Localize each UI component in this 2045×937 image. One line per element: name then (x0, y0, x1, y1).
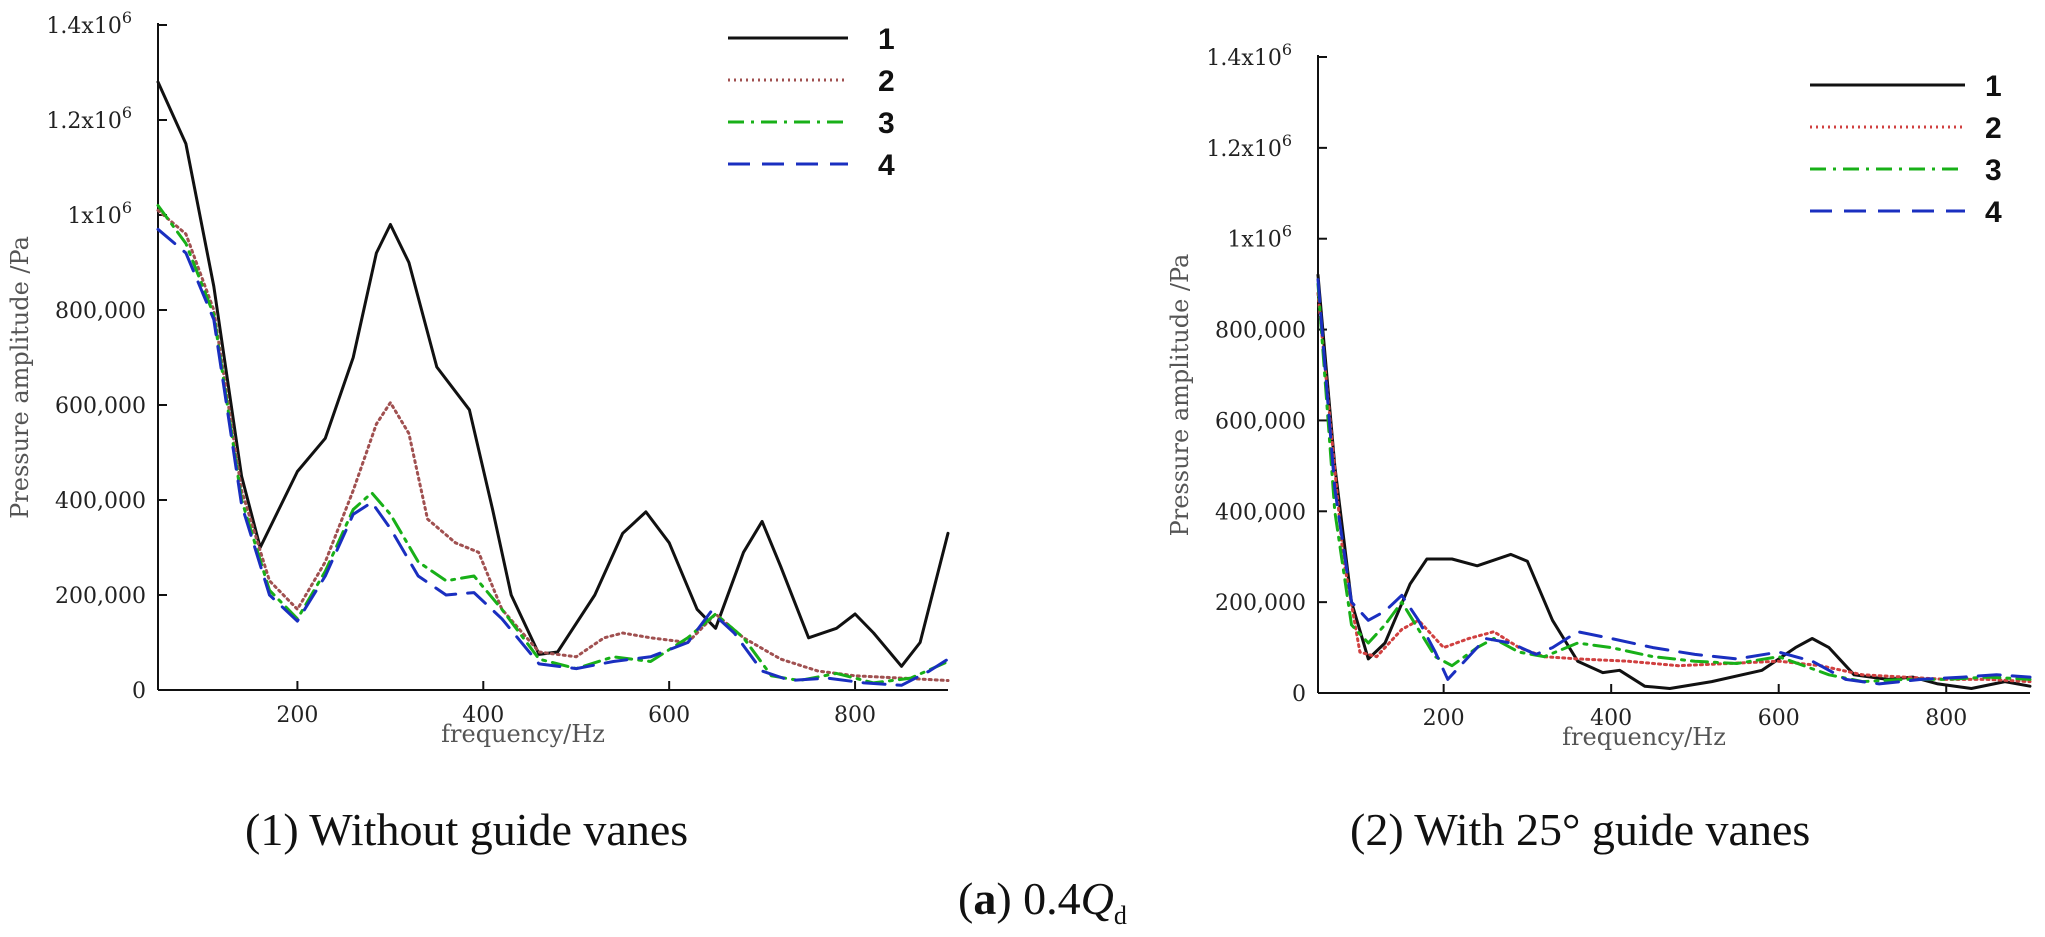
figure-caption: (a) 0.4Qd (958, 873, 1127, 931)
x-tick-label: 200 (276, 703, 318, 728)
legend-label-2: 2 (878, 65, 895, 98)
y-tick-label: 1.4x106 (1206, 40, 1292, 71)
y-tick-label: 200,000 (1215, 591, 1306, 616)
legend-label-3: 3 (878, 107, 895, 140)
legend-label-4: 4 (1985, 196, 2002, 229)
y-tick-label: 400,000 (1215, 500, 1306, 525)
x-tick-label: 400 (462, 703, 504, 728)
series-3-line (156, 204, 950, 685)
subplot-1: 0 200,000 400,000 600,000 800,000 1x106 1.2x10… (6, 8, 950, 748)
y-tick-label: 1.4x106 (46, 8, 132, 39)
y-axis-label: Pressure amplitude /Pa (1166, 254, 1194, 537)
y-tick-label: 400,000 (55, 489, 146, 514)
series-4-line (156, 227, 950, 687)
flow-symbol: Q (1080, 873, 1114, 924)
y-tick-label: 1x106 (67, 198, 132, 229)
panel-letter: a (973, 873, 997, 924)
x-tick-label: 800 (1925, 706, 1967, 731)
flow-subscript: d (1113, 901, 1127, 931)
subplot-1-caption: (1) Without guide vanes (245, 804, 689, 855)
legend-label-3: 3 (1985, 154, 2002, 187)
x-tick-label: 800 (834, 703, 876, 728)
legend-label-4: 4 (878, 149, 895, 182)
legend-label-2: 2 (1985, 112, 2002, 145)
y-tick-label: 600,000 (1215, 409, 1306, 434)
series-3-line (1316, 282, 2032, 684)
x-axis-label: frequency/Hz (1562, 723, 1726, 751)
y-tick-label: 1.2x106 (1206, 131, 1292, 162)
flow-coefficient: 0.4 (1023, 873, 1081, 924)
series-4-line (1316, 278, 2032, 686)
x-tick-label: 600 (1758, 706, 1800, 731)
legend-label-1: 1 (878, 23, 895, 56)
x-tick-label: 200 (1423, 706, 1465, 731)
y-tick-label: 800,000 (1215, 319, 1306, 344)
x-tick-label: 600 (648, 703, 690, 728)
series-2-line (1316, 291, 2032, 684)
subplot-2: 0 200,000 400,000 600,000 800,000 1x106 1.2x10… (1166, 40, 2032, 751)
y-tick-label: 600,000 (55, 394, 146, 419)
y-tick-label: 0 (132, 679, 146, 704)
series-1-line (156, 80, 950, 668)
x-axis-label: frequency/Hz (441, 720, 605, 748)
legend-label-1: 1 (1985, 70, 2002, 103)
subplot-2-caption: (2) With 25° guide vanes (1350, 804, 1811, 855)
y-tick-label: 0 (1292, 682, 1306, 707)
series-2-line (156, 208, 950, 682)
y-tick-label: 800,000 (55, 299, 146, 324)
y-axis-label: Pressure amplitude /Pa (6, 236, 34, 519)
x-tick-label: 400 (1590, 706, 1632, 731)
y-tick-label: 200,000 (55, 584, 146, 609)
y-tick-label: 1x106 (1227, 222, 1292, 253)
y-tick-label: 1.2x106 (46, 103, 132, 134)
